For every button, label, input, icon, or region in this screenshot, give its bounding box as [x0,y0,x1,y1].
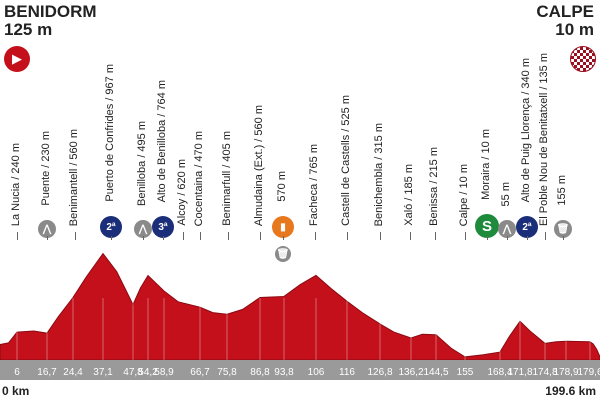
waypoint-stem [465,232,466,240]
waypoint-stem [111,236,112,240]
feed-zone-icon: ▮ [272,216,294,238]
waypoint-stem [435,232,436,240]
km-tick-label: 126,8 [367,367,393,378]
km-tick-label: 86,8 [250,367,270,378]
km-tick-label: 58,9 [154,367,174,378]
waypoint-stem [260,232,261,240]
waste-zone-icon: 🗑 [554,220,572,238]
cat2-climb-icon: 2ª [516,216,538,238]
km-tick-label: 6 [14,367,20,378]
waypoint-stem [410,232,411,240]
cat2-climb-icon: 2ª [100,216,122,238]
start-elevation: 125 m [4,20,53,39]
waypoint-stem [563,236,564,240]
km-tick-label: 75,8 [217,367,237,378]
x-end-label: 199.6 km [545,384,596,398]
x-start-label: 0 km [2,384,30,398]
start-name: BENIDORM [4,2,97,21]
finish-name: CALPE [536,2,594,21]
km-tick-label: 93,8 [274,367,294,378]
km-tick-label: 66,7 [190,367,210,378]
km-axis-band [0,360,600,380]
sprint-icon: S [475,214,499,238]
waypoint-stem [75,232,76,240]
start-icon: ▶ [4,46,30,72]
waypoint-stem [183,232,184,240]
elevation-area [0,252,600,361]
uncategorized-climb-icon: ⋀ [498,220,516,238]
waypoint-stem [545,232,546,240]
km-tick-label: 174,8 [532,367,558,378]
uncategorized-climb-icon: ⋀ [134,220,152,238]
cat3-climb-icon: 3ª [152,216,174,238]
waypoint-stem [507,236,508,240]
km-tick-label: 16,7 [37,367,57,378]
km-tick-label: 106 [307,367,325,378]
waypoint-stem [17,232,18,240]
waypoint-stem [347,232,348,240]
waypoint-stem [487,236,488,240]
km-tick-label: 37,1 [93,367,113,378]
waypoint-stem [47,236,48,240]
waste-zone-icon: 🗑 [275,246,291,262]
waypoint-stem [380,232,381,240]
km-tick-label: 168,4 [487,367,513,378]
km-tick-label: 144,5 [423,367,449,378]
km-tick-label: 54,2 [138,367,158,378]
finish-flag-icon [570,46,596,72]
finish-elevation: 10 m [555,20,594,39]
km-tick-label: 136,2 [398,367,424,378]
km-tick-label: 155 [456,367,474,378]
waypoint-stem [315,232,316,240]
waypoint-stem [163,236,164,240]
waypoint-stem [228,232,229,240]
km-tick-label: 24,4 [63,367,83,378]
km-tick-label: 171,8 [507,367,533,378]
km-tick-label: 116 [339,367,355,378]
uncategorized-climb-icon: ⋀ [38,220,56,238]
waypoint-stem [527,236,528,240]
waypoint-stem [143,236,144,240]
waypoint-stem [283,236,284,240]
km-tick-label: 178,9 [553,367,579,378]
km-tick-label: 179,6 [577,367,600,378]
km-tick-label: 47,8 [123,367,143,378]
waypoint-stem [200,232,201,240]
